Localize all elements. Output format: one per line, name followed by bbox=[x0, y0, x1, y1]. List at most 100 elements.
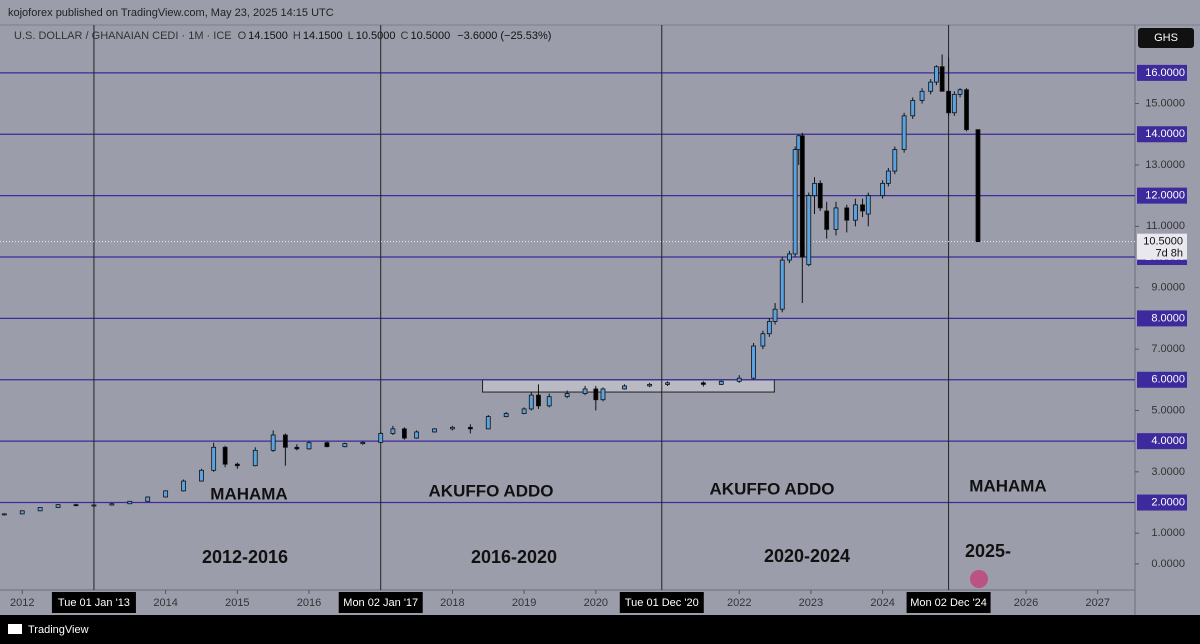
candle-body bbox=[401, 428, 407, 439]
x-tick-label: 2012 bbox=[10, 597, 34, 609]
candle-body bbox=[860, 204, 865, 212]
candle-body bbox=[55, 504, 61, 508]
y-tick-label: 16.0000 bbox=[1145, 67, 1185, 79]
last-price-box bbox=[1137, 233, 1187, 260]
currency: GHS bbox=[1154, 32, 1178, 44]
candle-body bbox=[582, 388, 588, 394]
symbol-text: O bbox=[238, 30, 247, 42]
marker-label-box bbox=[51, 592, 136, 613]
marker-label-box bbox=[619, 592, 704, 613]
x-tick-label: 2018 bbox=[440, 597, 464, 609]
candle-body bbox=[885, 170, 891, 184]
marker-label: Tue 01 Dec '20 bbox=[625, 597, 699, 609]
candle-body bbox=[485, 416, 491, 430]
candle-body bbox=[817, 182, 823, 209]
candle-body bbox=[799, 135, 805, 258]
y-tick-label: 1.0000 bbox=[1151, 527, 1185, 539]
candle-body bbox=[503, 413, 509, 418]
candle-body bbox=[824, 210, 830, 230]
candle-body bbox=[1, 513, 7, 516]
candle-body bbox=[222, 446, 228, 465]
symbol-line: U.S. DOLLAR / GHANAIAN CEDI · 1M · ICE O 1… bbox=[14, 30, 551, 42]
level-label-box bbox=[1137, 126, 1187, 143]
x-tick-label: 2023 bbox=[799, 597, 823, 609]
candle-body bbox=[528, 394, 534, 410]
symbol-text: −3.6000 (−25.53%) bbox=[457, 30, 551, 42]
x-tick-label: 2020 bbox=[584, 597, 608, 609]
candle-body bbox=[564, 393, 570, 398]
y-tick-label: 4.0000 bbox=[1151, 435, 1185, 447]
countdown: 7d 8h bbox=[1155, 248, 1183, 260]
x-tick-label: 2026 bbox=[1014, 597, 1038, 609]
marker-label-box bbox=[338, 592, 423, 613]
y-tick-label: 2.0000 bbox=[1151, 496, 1185, 508]
candle-body bbox=[390, 428, 396, 434]
symbol-text: 10.5000 bbox=[410, 30, 450, 42]
candle-body bbox=[211, 446, 217, 471]
candle-body bbox=[91, 504, 97, 507]
candle-body bbox=[199, 469, 204, 482]
y-tick-label: 3.0000 bbox=[1151, 466, 1185, 478]
level-label-box bbox=[1137, 494, 1187, 511]
candle-body bbox=[467, 426, 473, 430]
logo bbox=[8, 624, 22, 634]
icon bbox=[970, 570, 988, 588]
candle-body bbox=[933, 66, 939, 83]
candle-body bbox=[450, 426, 455, 430]
candle-body bbox=[324, 442, 330, 448]
y-tick-label: 15.0000 bbox=[1145, 97, 1185, 109]
candle-body bbox=[910, 100, 916, 117]
last-price-label: 10.5000 bbox=[1143, 236, 1183, 248]
candle-body bbox=[880, 182, 886, 197]
candle-body bbox=[234, 463, 240, 467]
y-tick-label: 9.0000 bbox=[1151, 282, 1185, 294]
y-tick-label: 14.0000 bbox=[1145, 128, 1185, 140]
level-label-box bbox=[1137, 187, 1187, 204]
candle-body bbox=[145, 496, 151, 502]
candle-body bbox=[294, 446, 300, 450]
candle-body bbox=[127, 500, 133, 505]
y-tick-label: 6.0000 bbox=[1151, 374, 1185, 386]
candle-body bbox=[779, 259, 785, 310]
candle-body bbox=[865, 195, 871, 215]
candle-body bbox=[951, 93, 957, 114]
marker-label: Mon 02 Dec '24 bbox=[910, 597, 987, 609]
candle-body bbox=[946, 90, 951, 114]
x-tick-label: 2022 bbox=[727, 597, 751, 609]
currency-button[interactable] bbox=[1138, 28, 1194, 48]
candle-body bbox=[163, 490, 169, 498]
candle-body bbox=[342, 443, 348, 448]
candle-body bbox=[37, 507, 43, 512]
candle-body bbox=[600, 388, 606, 401]
annotation: 2012-2016 bbox=[202, 547, 288, 567]
candle-body bbox=[736, 377, 742, 382]
annotation: AKUFFO ADDO bbox=[429, 481, 554, 500]
marker-label: Tue 01 Jan '13 bbox=[58, 597, 130, 609]
header: kojoforex published on TradingView.com, … bbox=[8, 7, 334, 19]
candle-body bbox=[109, 503, 115, 506]
candle-body bbox=[378, 433, 384, 443]
level-label-box bbox=[1137, 310, 1187, 327]
annotation: MAHAMA bbox=[969, 476, 1046, 495]
candle-body bbox=[181, 480, 186, 492]
y-tick-label: 11.0000 bbox=[1146, 220, 1185, 232]
annotation: 2016-2020 bbox=[471, 547, 557, 567]
marker-label: Mon 02 Jan '17 bbox=[343, 597, 418, 609]
candle-body bbox=[622, 385, 627, 390]
candle-body bbox=[939, 66, 945, 92]
symbol-text: 10.5000 bbox=[356, 30, 396, 42]
candle-body bbox=[360, 441, 366, 445]
candle-body bbox=[751, 345, 756, 379]
x-tick-label: 2016 bbox=[297, 597, 321, 609]
x-tick-label: 2024 bbox=[870, 597, 894, 609]
candle-body bbox=[432, 428, 437, 433]
candle-body bbox=[306, 442, 312, 450]
level-label-box bbox=[1137, 64, 1187, 81]
candle-body bbox=[772, 308, 778, 322]
candle-body bbox=[852, 204, 858, 221]
candle-body bbox=[844, 207, 850, 221]
candle-body bbox=[964, 89, 969, 131]
footer-bar bbox=[0, 615, 1200, 644]
